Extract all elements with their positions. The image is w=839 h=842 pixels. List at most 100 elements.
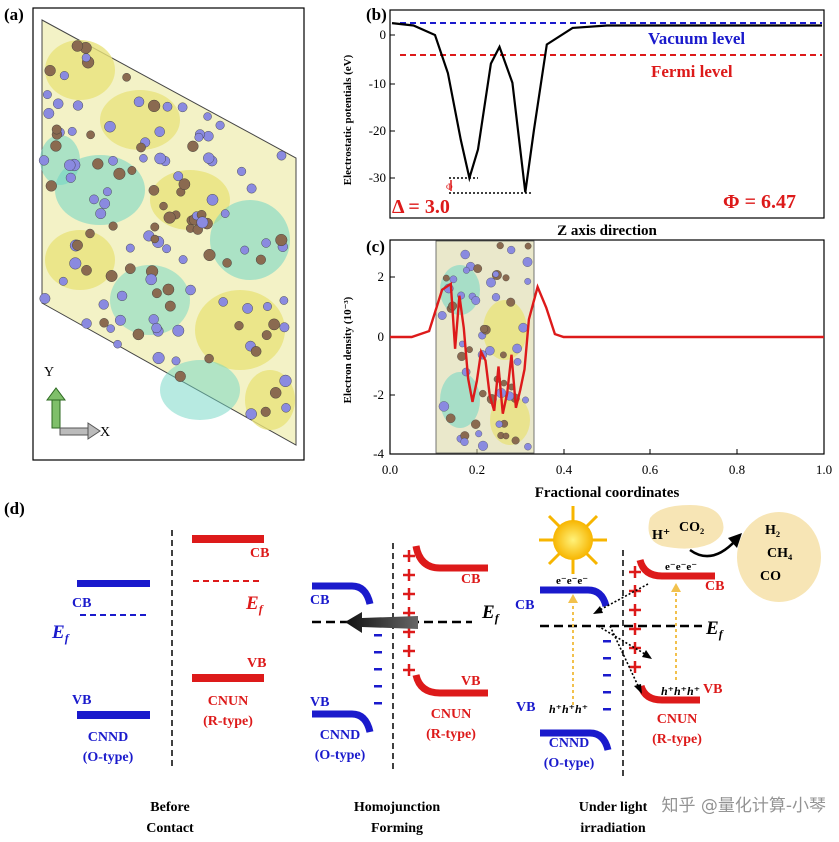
cnun-vb-label: VB [461, 674, 480, 689]
atom [194, 132, 204, 142]
atom [127, 166, 137, 175]
axis-x-label: X [100, 425, 110, 440]
atom [116, 290, 128, 302]
atom [43, 108, 55, 119]
product-co: CO [760, 569, 781, 584]
atom [518, 322, 528, 333]
atom [148, 99, 161, 113]
atom [524, 443, 532, 451]
cnnd-cb-band [540, 586, 610, 608]
panel-a-label: (a) [4, 5, 24, 24]
atom [479, 324, 489, 334]
atom [148, 184, 160, 196]
panel-c-ytick: 2 [378, 269, 385, 284]
cnnd-type: (O-type) [83, 750, 134, 765]
atom [495, 420, 503, 428]
cnnd-holes: h⁺h⁺h⁺ [549, 702, 588, 716]
atom [162, 101, 173, 112]
atom [471, 296, 481, 305]
atom [245, 408, 257, 420]
atom [162, 244, 172, 254]
atom [172, 324, 185, 337]
atom [81, 318, 92, 329]
atom [177, 102, 188, 113]
cnun-type: (R-type) [652, 732, 702, 747]
cnun-electrons: e⁻e⁻e⁻ [665, 561, 697, 573]
atom [234, 321, 244, 331]
atom [492, 270, 500, 278]
atom [108, 155, 118, 166]
atom [69, 257, 82, 270]
phi-label: Φ = 6.47 [723, 191, 796, 213]
atom [218, 297, 228, 307]
atom [64, 159, 76, 171]
atom [103, 187, 112, 197]
atom [162, 283, 175, 296]
atom [512, 343, 522, 354]
axis-triad: Y X [44, 365, 110, 440]
atom [203, 152, 215, 164]
cnnd-electrons: e⁻e⁻e⁻ [556, 575, 588, 587]
atom [65, 172, 76, 183]
atom [38, 155, 50, 166]
atom [270, 387, 282, 399]
atom [92, 158, 104, 170]
atom [86, 130, 95, 140]
ef-label: Ef [705, 618, 724, 641]
atom [260, 406, 271, 417]
panel-b-ytick: -10 [369, 76, 386, 91]
atom [237, 166, 247, 176]
atom [279, 374, 292, 388]
cnun-cb-band [412, 545, 488, 572]
charge-transfer-arrows [593, 583, 652, 694]
cnun-vb-label: VB [703, 682, 722, 697]
cnnd-vb-band [77, 711, 150, 719]
depletion-negative-charges [603, 640, 611, 711]
atom [133, 96, 145, 108]
atom [203, 112, 212, 121]
panel-c-xtick: 0.2 [469, 462, 485, 477]
caption-line-1: Before [150, 800, 189, 815]
atom [72, 100, 84, 111]
atom [500, 379, 508, 387]
atom [98, 299, 109, 310]
cnnd-vb-band [540, 729, 612, 751]
cnnd-cb-label: CB [515, 598, 534, 613]
atom [51, 124, 62, 135]
excitation-arrows [568, 583, 681, 705]
atom [466, 346, 473, 353]
atom [151, 288, 162, 299]
delta-label: Δ = 3.0 [392, 196, 450, 218]
atom [150, 234, 160, 244]
cnnd-cb-label: CB [72, 596, 91, 611]
atoms [38, 40, 292, 420]
atom [148, 314, 159, 325]
slab-structure-image [435, 240, 535, 454]
atom [471, 419, 481, 429]
atom [506, 297, 516, 307]
panel-c-xtick: 0.4 [556, 462, 573, 477]
atom [445, 413, 456, 424]
atom [85, 228, 95, 239]
panel-c-xtick: 0.0 [382, 462, 398, 477]
panel-d-label: (d) [4, 499, 25, 518]
atom [45, 180, 57, 192]
cnnd-name: CNND [320, 728, 360, 743]
panel-d: (d) CB Ef VB CNND (O-type) CB Ef VB CNUN… [4, 499, 826, 836]
panel-b-yticks: 0 -10 -20 -30 [369, 27, 395, 185]
stage-light-irradiation: CB e⁻e⁻e⁻ VB h⁺h⁺h⁺ CNND (O-type) [515, 505, 821, 836]
atom [250, 346, 262, 357]
cnun-name: CNUN [208, 694, 248, 709]
atom [502, 432, 510, 440]
cnun-type: (R-type) [203, 714, 253, 729]
atom [222, 258, 232, 268]
panel-c-ytick: 0 [378, 329, 385, 344]
atom [524, 242, 532, 250]
atom [113, 340, 122, 349]
atom [164, 300, 176, 312]
atom [139, 154, 148, 163]
panel-b-ytick: -30 [369, 170, 386, 185]
cnnd-ef-label: Ef [51, 622, 70, 645]
atom [44, 64, 56, 77]
atom [276, 150, 287, 161]
